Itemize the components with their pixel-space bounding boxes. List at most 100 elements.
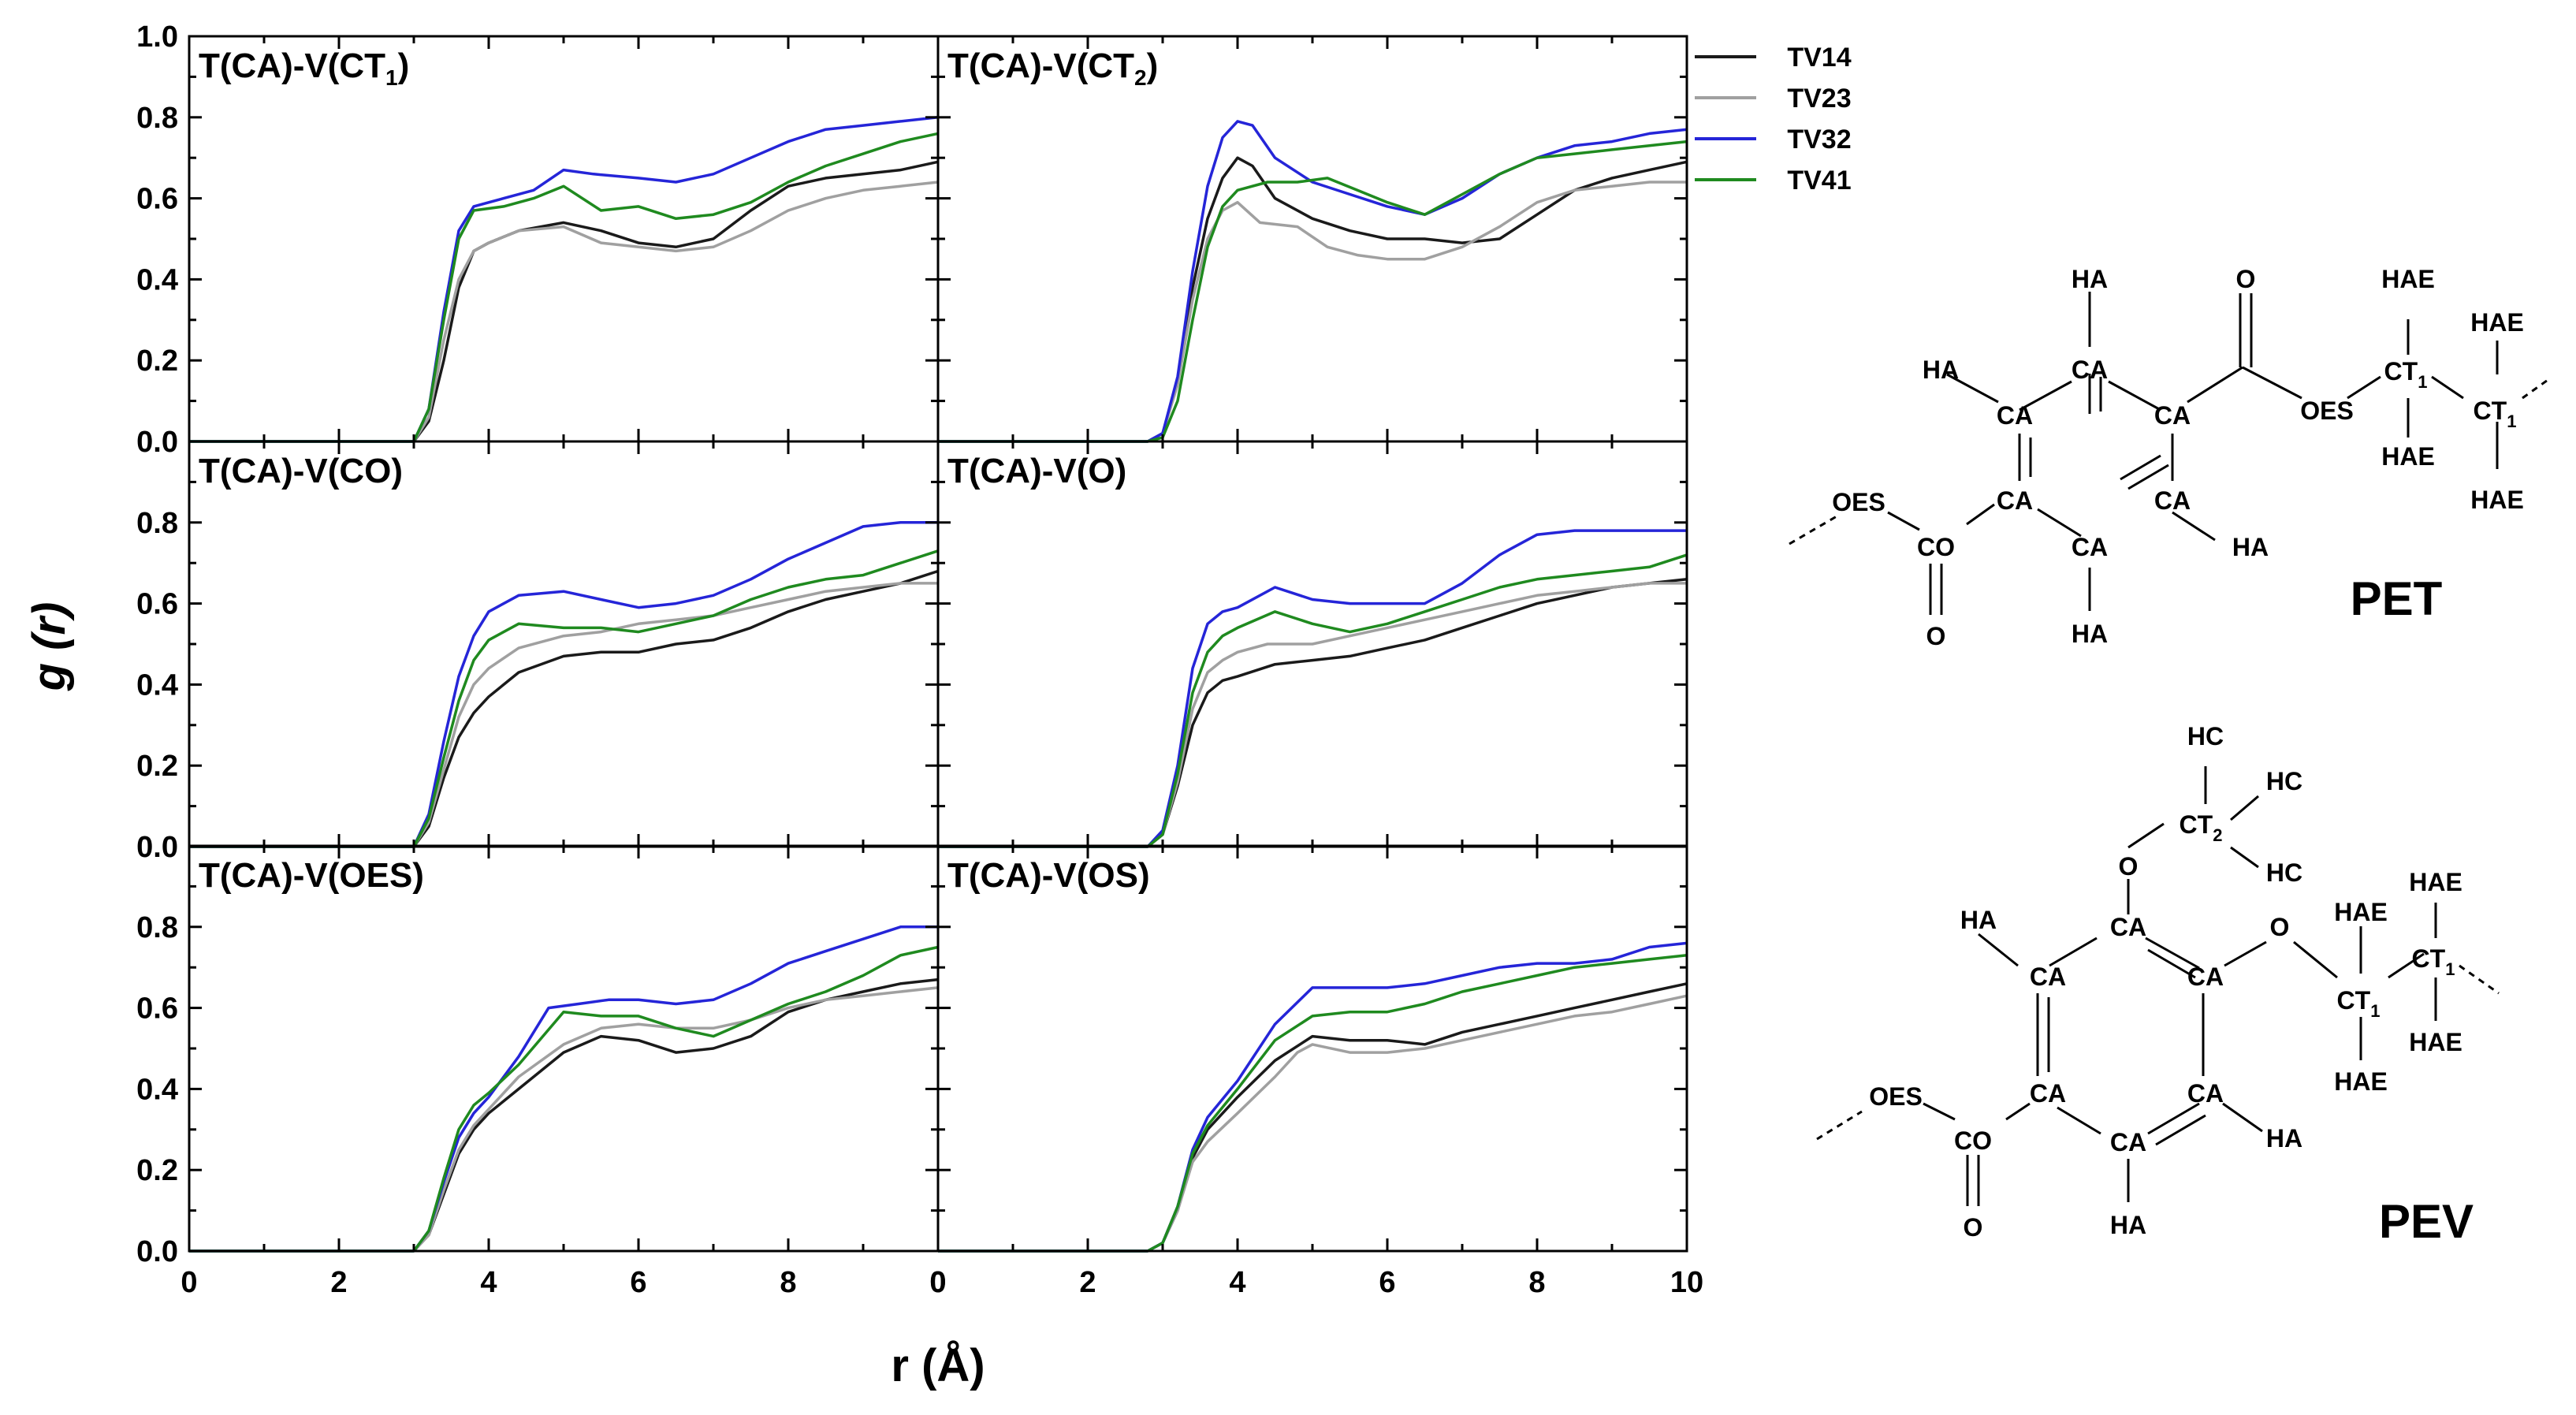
atom-label: O — [1926, 622, 1946, 650]
y-tick-label: 0.4 — [136, 1073, 178, 1106]
atom-label: CA — [2154, 401, 2191, 430]
y-tick-label: 0.4 — [136, 263, 178, 296]
atom-label: CA — [2154, 486, 2191, 515]
plot-grid: 0.0 0.2 0.4 0.6 0.8 1.0 T(CA)-V(CT1) T(CA)-V(CT… — [136, 20, 1703, 1299]
atom-label: CA — [2030, 963, 2066, 991]
atom-label: CT2 — [2180, 810, 2223, 845]
pev-structure: HC HC CT2 HC O CA HA CA CA O HAE CT1 HAE… — [1816, 722, 2500, 1248]
series-line-tv41 — [938, 553, 1688, 848]
panel-frame — [188, 35, 940, 443]
panel-frame — [936, 844, 1688, 1253]
series-line-tv23 — [938, 582, 1687, 848]
y-tick-label: 0.0 — [136, 426, 178, 459]
series-line-tv23 — [189, 582, 938, 848]
atom-label: CA — [2187, 963, 2224, 991]
series-line-tv32 — [938, 529, 1687, 848]
y-tick-label: 0.0 — [136, 831, 178, 864]
atom-label: CA — [2072, 356, 2108, 384]
legend-label-tv14: TV14 — [1787, 43, 1851, 73]
x-tick-label: 6 — [1379, 1266, 1395, 1299]
x-axis-label: r (Å) — [891, 1340, 985, 1391]
atom-label: HC — [2187, 722, 2224, 750]
series-line-tv41 — [189, 549, 939, 848]
y-tick-label: 0.2 — [136, 344, 178, 378]
atom-label: CT1 — [2384, 357, 2428, 392]
panel-frame — [188, 844, 940, 1253]
x-tick-label: 0 — [929, 1266, 946, 1299]
series-line-tv14 — [938, 982, 1688, 1253]
series-line-tv41 — [189, 945, 939, 1253]
atom-label: HAE — [2470, 486, 2524, 514]
series-line-tv23 — [189, 181, 939, 443]
panel-1: 0.0 0.2 0.4 0.6 0.8 1.0 T(CA)-V(CT1) — [136, 20, 940, 459]
atom-label: HA — [2072, 265, 2108, 293]
y-tick-label: 0.6 — [136, 183, 178, 216]
atom-label: O — [2236, 265, 2256, 293]
atom-label: HAE — [2409, 868, 2462, 896]
series-line-tv32 — [938, 120, 1688, 443]
panel-label: T(CA)-V(CT1) — [199, 47, 409, 90]
atom-label: CA — [2072, 533, 2108, 561]
atom-label: CA — [2030, 1079, 2066, 1108]
atom-label: HAE — [2409, 1028, 2462, 1056]
series-line-tv23 — [189, 986, 939, 1253]
y-tick-label: 0.8 — [136, 911, 178, 944]
atom-label: CA — [2187, 1079, 2224, 1108]
atom-label: O — [1964, 1213, 1983, 1242]
series-line-tv23 — [938, 994, 1688, 1253]
x-tick-label: 0 — [929, 1266, 946, 1299]
panel-6: 0 2 4 6 8 10 T(CA)-V(OS) — [929, 844, 1703, 1299]
atom-label: OES — [1869, 1082, 1923, 1111]
series-line-tv32 — [189, 116, 939, 443]
atom-label: CA — [1997, 486, 2033, 515]
panel-frame — [188, 440, 940, 848]
series-line-tv14 — [189, 569, 939, 848]
pet-label: PET — [2351, 572, 2443, 625]
x-tick-label: 8 — [1528, 1266, 1545, 1299]
series-line-tv32 — [189, 521, 938, 848]
atom-label: CA — [1997, 401, 2033, 430]
atom-label: HA — [1960, 906, 1997, 934]
atom-label: OES — [2300, 397, 2354, 425]
panel-2: T(CA)-V(CT2) — [936, 35, 1688, 443]
atom-label: HAE — [2334, 1067, 2388, 1096]
legend-label-tv41: TV41 — [1787, 166, 1851, 195]
series-line-tv14 — [938, 578, 1688, 848]
series-line-tv23 — [938, 181, 1687, 443]
x-tick-label: 8 — [780, 1266, 796, 1299]
atom-label: HA — [2266, 1124, 2302, 1152]
series-line-tv41 — [189, 132, 939, 443]
y-tick-label: 0.8 — [136, 102, 178, 135]
atom-label: CT1 — [2474, 397, 2517, 431]
atom-label: HC — [2266, 767, 2302, 795]
atom-label: HAE — [2470, 308, 2524, 337]
panel-frame — [936, 35, 1688, 443]
panel-label: T(CA)-V(O) — [947, 452, 1126, 490]
pet-structure: HA HA CA CA CA O OES HAE CT1 HAE HAE CT1… — [1789, 265, 2551, 650]
atom-label: HA — [2232, 533, 2269, 561]
legend: TV14 TV23 TV32 TV41 — [1695, 43, 1852, 195]
y-tick-label: 0.0 — [136, 1235, 178, 1268]
atom-label: CO — [1954, 1126, 1992, 1155]
atom-label: OES — [1832, 488, 1885, 516]
series-line-tv14 — [189, 160, 939, 443]
atom-label: HAE — [2381, 265, 2435, 293]
atom-label: HAE — [2381, 442, 2435, 471]
series-line-tv41 — [938, 140, 1688, 443]
atom-label: CT1 — [2337, 986, 2381, 1021]
legend-label-tv23: TV23 — [1787, 84, 1851, 114]
x-tick-label: 2 — [330, 1266, 347, 1299]
atom-label: HA — [2072, 620, 2108, 648]
pev-label: PEV — [2379, 1195, 2474, 1248]
series-line-tv32 — [189, 925, 938, 1253]
panel-label: T(CA)-V(OES) — [199, 856, 424, 895]
y-tick-label: 0.4 — [136, 668, 178, 702]
series-line-tv14 — [938, 156, 1688, 443]
atom-label: HA — [1923, 356, 1959, 384]
y-tick-label: 0.2 — [136, 750, 178, 783]
atom-label: HAE — [2334, 898, 2388, 926]
y-tick-label: 0.6 — [136, 992, 178, 1026]
y-tick-label: 0.2 — [136, 1154, 178, 1187]
legend-label-tv32: TV32 — [1787, 125, 1851, 155]
